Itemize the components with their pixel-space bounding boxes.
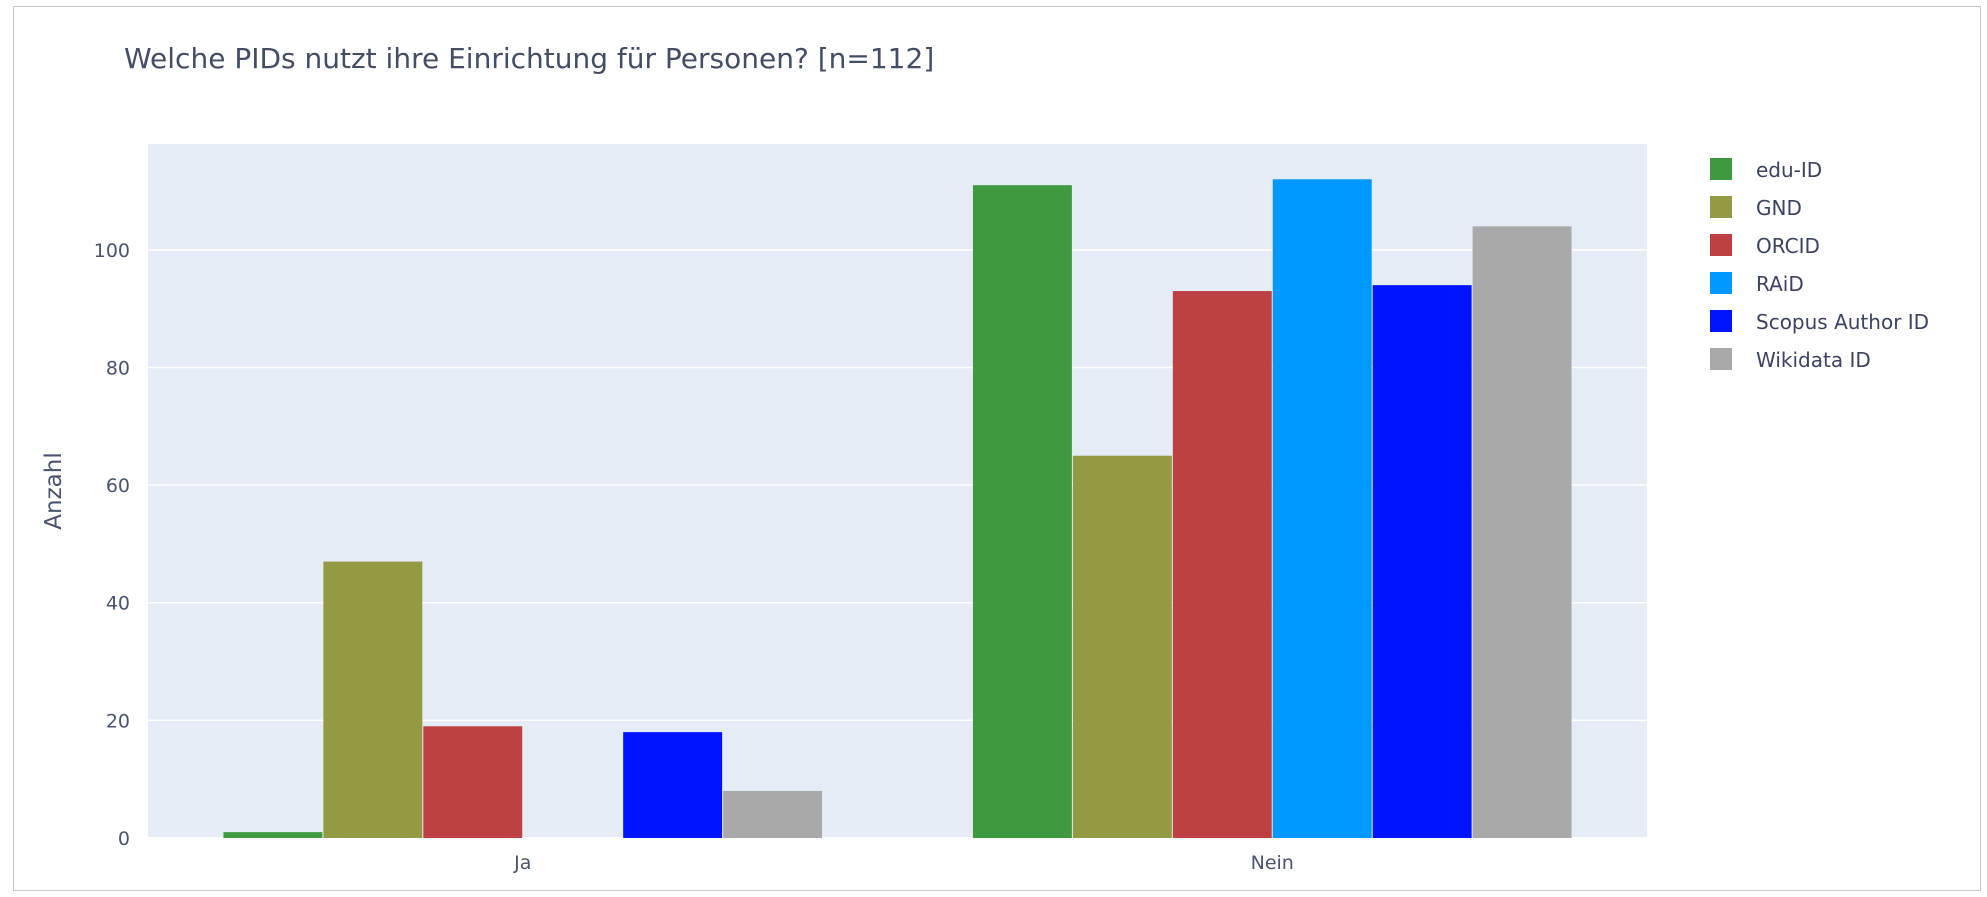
- chart-title: Welche PIDs nutzt ihre Einrichtung für P…: [124, 42, 934, 75]
- legend-swatch: [1710, 158, 1732, 180]
- legend[interactable]: edu-ID GND ORCID RAiD Scopus Author ID Wikida…: [1710, 158, 1929, 372]
- legend-item[interactable]: ORCID: [1710, 234, 1820, 258]
- bar-raid-nein[interactable]: [1272, 179, 1372, 838]
- bar-gnd-ja[interactable]: [323, 561, 423, 838]
- x-tick-label: Nein: [1251, 852, 1294, 874]
- bar-orcid-ja[interactable]: [423, 726, 523, 838]
- y-tick-label: 20: [106, 710, 130, 732]
- y-tick-label: 60: [106, 475, 130, 497]
- bar-wikidata-id-nein[interactable]: [1472, 226, 1572, 838]
- legend-label: ORCID: [1756, 234, 1820, 258]
- bar-scopus-author-id-nein[interactable]: [1372, 285, 1472, 838]
- legend-item[interactable]: Scopus Author ID: [1710, 310, 1929, 334]
- legend-item[interactable]: edu-ID: [1710, 158, 1822, 182]
- x-axis-ticks: Ja Nein: [513, 852, 1294, 874]
- bar-wikidata-id-ja[interactable]: [723, 790, 823, 838]
- legend-swatch: [1710, 348, 1732, 370]
- legend-label: Wikidata ID: [1756, 348, 1871, 372]
- y-tick-label: 100: [94, 240, 130, 262]
- y-axis-ticks: 0 20 40 60 80 100: [94, 240, 130, 850]
- y-tick-label: 80: [106, 357, 130, 379]
- legend-swatch: [1710, 234, 1732, 256]
- legend-item[interactable]: RAiD: [1710, 272, 1804, 296]
- bar-gnd-nein[interactable]: [1072, 455, 1172, 838]
- bar-edu-id-nein[interactable]: [972, 185, 1072, 838]
- legend-swatch: [1710, 196, 1732, 218]
- bars-group: [223, 179, 1572, 838]
- legend-label: RAiD: [1756, 272, 1804, 296]
- x-tick-label: Ja: [513, 852, 531, 874]
- bar-edu-id-ja[interactable]: [223, 832, 323, 838]
- legend-swatch: [1710, 272, 1732, 294]
- bar-scopus-author-id-ja[interactable]: [623, 732, 723, 838]
- legend-label: GND: [1756, 196, 1802, 220]
- legend-label: Scopus Author ID: [1756, 310, 1929, 334]
- legend-item[interactable]: GND: [1710, 196, 1802, 220]
- y-tick-label: 40: [106, 593, 130, 615]
- y-tick-label: 0: [118, 828, 130, 850]
- y-axis-title: Anzahl: [41, 452, 67, 529]
- bar-orcid-nein[interactable]: [1172, 291, 1272, 838]
- legend-item[interactable]: Wikidata ID: [1710, 348, 1871, 372]
- legend-label: edu-ID: [1756, 158, 1822, 182]
- legend-swatch: [1710, 310, 1732, 332]
